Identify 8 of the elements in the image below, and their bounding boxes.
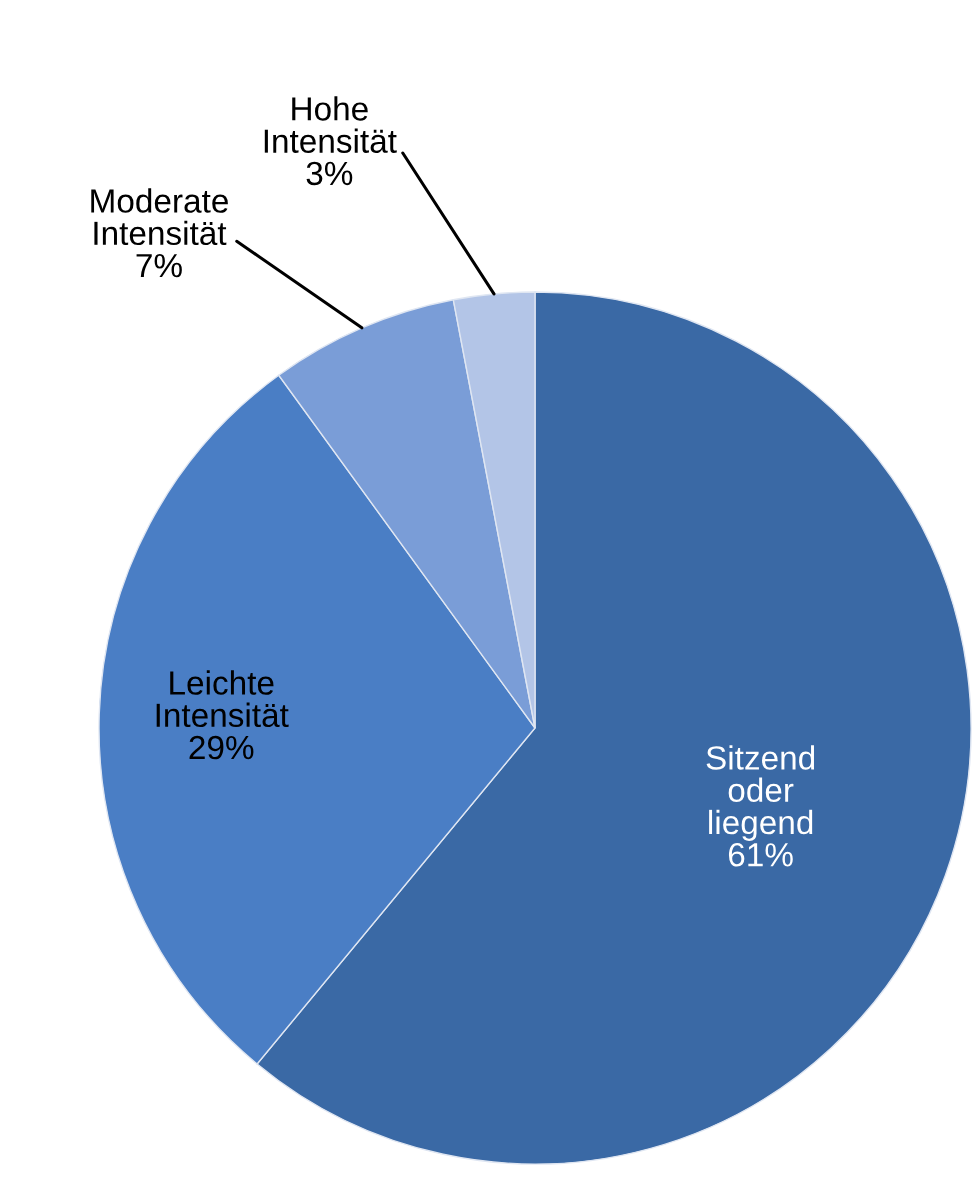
slice-label: Hohe Intensität — [264, 96, 397, 153]
slice-label: Moderate Intensität — [91, 188, 228, 246]
data-label: 3% — [306, 161, 353, 186]
data-label: 7% — [136, 253, 182, 278]
data-label: 29% — [189, 735, 254, 760]
data-label: 61% — [728, 842, 793, 867]
slice-label: Sitzend oder liegend — [706, 745, 815, 841]
slice-label: Leichte Intensität — [156, 670, 289, 728]
